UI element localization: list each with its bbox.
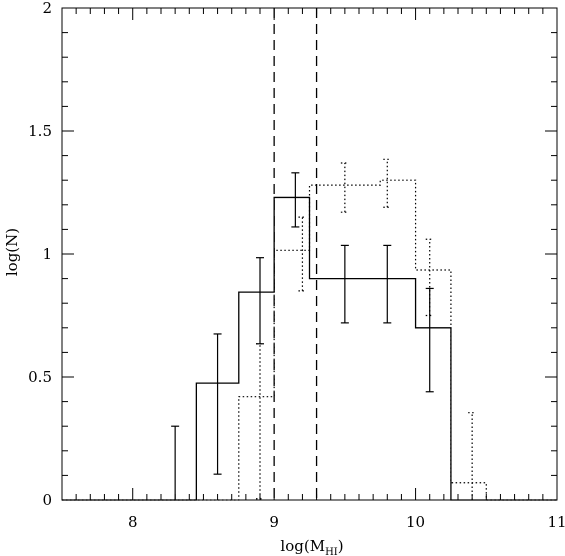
x-tick-label: 8 xyxy=(128,513,138,531)
x-tick-label: 11 xyxy=(547,513,565,531)
x-axis-label: log(MHI) xyxy=(280,537,343,556)
histogram-series xyxy=(62,179,557,501)
y-tick-label: 2 xyxy=(42,0,52,17)
error-bars xyxy=(171,158,477,500)
solid-histogram-line xyxy=(62,196,557,501)
y-axis-label: log(N) xyxy=(3,228,21,276)
y-tick-label: 1 xyxy=(42,245,52,263)
x-tick-label: 9 xyxy=(269,513,279,531)
y-tick-label: 0.5 xyxy=(28,368,52,386)
y-tick-label: 0 xyxy=(42,491,52,509)
tick-labels: 8 9 10 11 0 0.5 1 1.5 2 xyxy=(28,0,565,531)
x-tick-label: 10 xyxy=(406,513,425,531)
y-tick-label: 1.5 xyxy=(28,122,52,140)
x-axis-label-subscript: HI xyxy=(325,547,338,556)
reference-lines xyxy=(273,8,318,500)
